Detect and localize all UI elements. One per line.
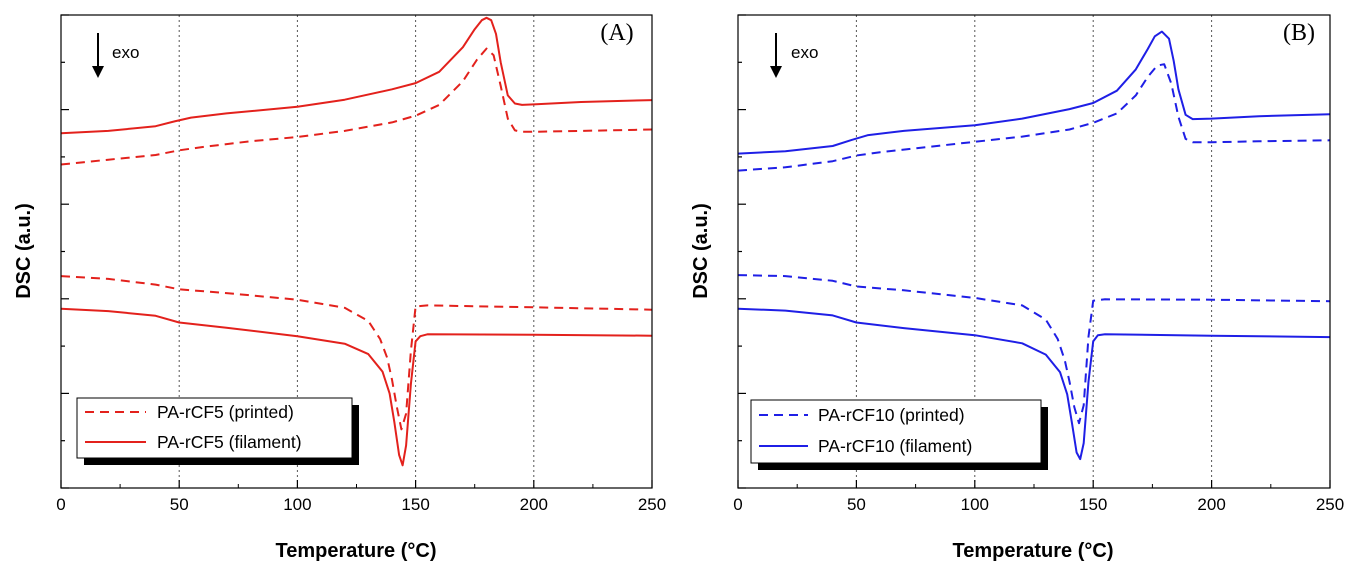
grid-lines-a [178,15,535,488]
exo-arrow-head-b [770,66,782,78]
exo-arrow-head-a [92,66,104,78]
y-axis-title-a: DSC (a.u.) [13,203,35,299]
legend-label-a-printed: PA-rCF5 (printed) [157,402,294,422]
exo-annotation-b: exo [770,33,818,78]
series-line-a-filament-heating [60,16,653,135]
x-tick-label-a-50: 50 [170,495,189,514]
series-group-a [60,16,653,467]
y-axis-title-b: DSC (a.u.) [690,203,712,299]
x-tick-label-b-250: 250 [1316,495,1344,514]
legend-box-b [750,399,1042,464]
legend-b: PA-rCF10 (printed) PA-rCF10 (filament) [750,399,1048,470]
x-tick-label-a-200: 200 [520,495,548,514]
series-line-a-filament-cooling [60,307,653,467]
exo-label-b: exo [791,43,818,62]
x-tick-label-b-50: 50 [847,495,866,514]
series-line-b-filament-cooling [737,307,1331,461]
exo-annotation-a: exo [92,33,139,78]
series-line-b-filament-heating [737,30,1331,155]
series-line-b-printed-cooling [737,274,1331,425]
x-tick-label-a-150: 150 [401,495,429,514]
legend-label-b-printed: PA-rCF10 (printed) [818,405,965,425]
legend-box-a [76,397,353,459]
legend-label-b-filament: PA-rCF10 (filament) [818,436,972,456]
series-line-a-printed-heating [60,47,653,166]
legend-a: PA-rCF5 (printed) PA-rCF5 (filament) [76,397,359,465]
panel-b: 0 50 100 150 200 250 (B) Temperature (°C) DSC… [690,14,1344,561]
x-tick-label-b-150: 150 [1079,495,1107,514]
x-tick-label-b-200: 200 [1197,495,1225,514]
x-tick-label-a-100: 100 [283,495,311,514]
ticks-b: 0 50 100 150 200 250 [733,14,1344,514]
x-tick-label-b-100: 100 [961,495,989,514]
x-tick-label-b-0: 0 [733,495,742,514]
series-group-b [737,30,1331,461]
grid-lines-b [855,15,1213,488]
x-tick-label-a-250: 250 [638,495,666,514]
x-tick-label-a-0: 0 [56,495,65,514]
exo-label-a: exo [112,43,139,62]
x-axis-title-b: Temperature (°C) [953,540,1114,561]
ticks-a: 0 50 100 150 200 250 [56,14,666,514]
series-line-b-printed-heating [737,63,1331,172]
panel-label-b: (B) [1283,20,1315,46]
panel-label-a: (A) [600,20,633,46]
x-axis-title-a: Temperature (°C) [276,540,437,561]
legend-label-a-filament: PA-rCF5 (filament) [157,432,302,452]
panel-a: 0 50 100 150 200 250 (A) Temperature (°C) DSC… [13,14,666,561]
